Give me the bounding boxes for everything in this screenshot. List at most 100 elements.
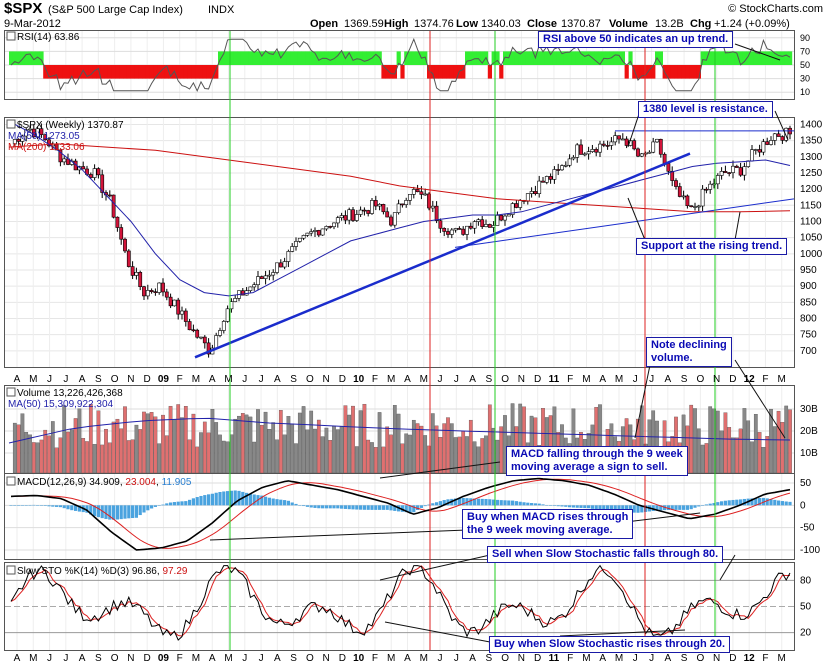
x-tick-label: D	[534, 374, 541, 385]
candle	[666, 163, 671, 172]
candle	[218, 330, 222, 336]
macd-histogram-bar	[731, 499, 735, 506]
rsi-bull-band	[765, 51, 770, 65]
macd-histogram-bar	[112, 505, 116, 520]
x-tick-label: J	[259, 374, 264, 385]
rsi-bull-band	[362, 51, 367, 65]
rsi-bull-band	[700, 51, 705, 65]
candle	[31, 128, 36, 138]
rsi-bear-band	[88, 65, 93, 79]
rsi-bear-band	[130, 65, 135, 79]
rsi-bear-band	[77, 65, 82, 79]
volume-bar	[164, 435, 169, 474]
macd-histogram-bar	[305, 505, 309, 507]
macd-histogram-bar	[55, 505, 59, 507]
candle	[605, 145, 610, 147]
macd-histogram-bar	[454, 498, 458, 506]
candle	[541, 180, 545, 183]
candle	[624, 138, 629, 146]
macd-histogram-bar	[438, 501, 442, 506]
volume-bar	[123, 406, 127, 474]
price-checkbox[interactable]	[6, 119, 16, 129]
candle	[214, 335, 219, 349]
macd-checkbox[interactable]	[6, 476, 16, 486]
sto-checkbox[interactable]	[6, 565, 16, 575]
candle	[157, 282, 162, 293]
macd-histogram-bar	[138, 505, 142, 516]
volume-bar	[746, 420, 751, 474]
candle	[370, 200, 374, 214]
rsi-bull-band	[244, 51, 249, 65]
candle	[712, 183, 716, 186]
volume-bar	[438, 437, 443, 474]
rsi-label: RSI(14) 63.86	[17, 32, 80, 43]
x-tick-label: A	[14, 374, 21, 385]
chg-label: Chg	[690, 18, 711, 30]
x-tick-label: A	[14, 653, 21, 664]
x-tick-label: A	[599, 653, 606, 664]
candle	[750, 149, 754, 162]
rsi-bear-band	[66, 65, 71, 79]
macd-value: 34.909	[89, 477, 120, 488]
macd-histogram-bar	[594, 505, 598, 510]
macd-histogram-bar	[62, 505, 66, 509]
rsi-bear-band	[400, 65, 405, 79]
rsi-bear-band	[142, 65, 147, 79]
volume-tick-label: 30B	[800, 404, 818, 415]
volume-bar	[446, 417, 450, 474]
x-tick-label: A	[599, 374, 606, 385]
rsi-bear-band	[651, 65, 656, 79]
candle	[172, 299, 177, 307]
macd-histogram-bar	[556, 505, 560, 507]
sto-label-name: Slow STO %K(14) %D(3) 96.86,	[17, 566, 160, 577]
rsi-bull-band	[328, 51, 333, 65]
axis-labels: A M J J A S O N D 09 F M A M J J A S O N D 10 F M A M J J A S O N D 11 F M A…	[14, 33, 823, 664]
volume-checkbox[interactable]	[6, 387, 16, 397]
support-trendline	[454, 198, 795, 248]
macd-histogram-bar	[541, 504, 545, 506]
rsi-bull-band	[468, 51, 473, 65]
rsi-bull-band	[12, 51, 17, 65]
macd-histogram-bar	[47, 505, 51, 507]
candle	[92, 168, 97, 178]
macd-histogram-bar	[89, 505, 93, 515]
candle	[552, 169, 557, 180]
x-tick-label: A	[469, 374, 476, 385]
x-tick-label: 12	[744, 374, 756, 385]
macd-histogram-bar	[514, 501, 518, 506]
macd-histogram-bar	[222, 491, 226, 506]
x-tick-label: F	[567, 374, 573, 385]
candle	[408, 194, 412, 201]
candle	[275, 262, 279, 273]
rsi-bull-band	[335, 51, 340, 65]
macd-histogram-bar	[294, 503, 298, 506]
candle	[769, 140, 773, 145]
macd-buy-line2: the 9 week moving average.	[467, 524, 613, 536]
rsi-bull-band	[225, 51, 230, 65]
low-label: Low	[456, 18, 478, 30]
candle	[765, 141, 770, 145]
rsi-annotation: RSI above 50 indicates an up trend.	[538, 31, 734, 48]
volume-bar	[199, 432, 203, 474]
x-tick-label: M	[29, 653, 37, 664]
symbol-name: (S&P 500 Large Cap Index)	[48, 4, 183, 16]
rsi-bear-band	[434, 65, 439, 79]
candle	[658, 138, 663, 155]
volume-bar	[77, 408, 82, 474]
macd-histogram-bar	[131, 505, 135, 519]
volume-bar	[149, 412, 154, 474]
candle	[484, 224, 488, 227]
volume-bar	[503, 415, 507, 474]
x-tick-label: J	[649, 374, 654, 385]
rsi-checkbox[interactable]	[6, 31, 16, 41]
macd-histogram-bar	[446, 499, 450, 506]
macd-histogram-bar	[355, 505, 359, 510]
volume-bar	[408, 434, 412, 474]
macd-histogram-bar	[552, 505, 556, 506]
rsi-bull-band	[316, 51, 321, 65]
candle	[772, 133, 777, 141]
panel-frames	[4, 30, 795, 651]
x-tick-label: M	[192, 653, 200, 664]
volume-bar	[294, 443, 298, 474]
macd-histogram-bar	[765, 498, 769, 506]
